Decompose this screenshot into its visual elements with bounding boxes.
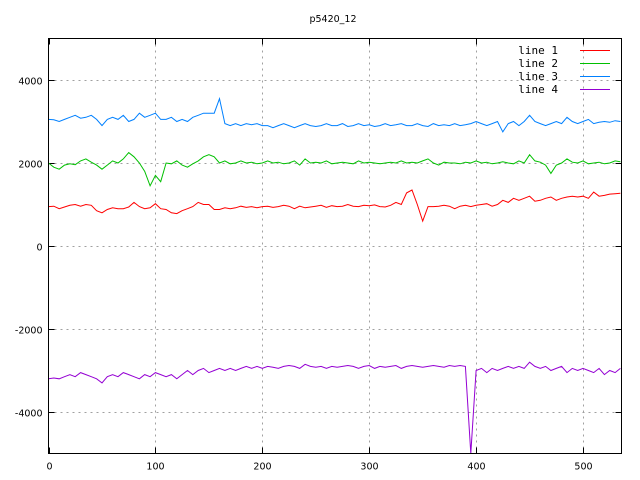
series-line-2 [48, 151, 621, 188]
y-tick-label: -4000 [15, 409, 43, 420]
legend-label: line 1 [518, 44, 558, 57]
series-line-4 [48, 361, 621, 454]
legend-label: line 2 [518, 57, 558, 70]
x-tick-label: 300 [360, 462, 378, 473]
x-tick-label: 400 [467, 462, 485, 473]
y-tick-label: -2000 [15, 326, 43, 337]
x-tick-label: 0 [46, 462, 52, 473]
axes: 0 100 200 300 400 500 -4000 -2000 0 2000 4000 [15, 38, 622, 473]
grid [48, 38, 622, 454]
legend-label: line 4 [518, 83, 558, 96]
x-tick-label: 200 [253, 462, 271, 473]
chart-title: p5420_12 [309, 14, 356, 25]
series-line-3 [48, 96, 621, 133]
x-tick-label: 500 [574, 462, 592, 473]
y-tick-label: 0 [36, 243, 42, 254]
series-group [48, 96, 621, 454]
y-tick-label: 4000 [18, 77, 42, 88]
legend-label: line 3 [518, 70, 558, 83]
plot-border [48, 38, 622, 454]
series-line-1 [48, 189, 621, 223]
y-tick-label: 2000 [18, 160, 42, 171]
x-tick-label: 100 [146, 462, 164, 473]
